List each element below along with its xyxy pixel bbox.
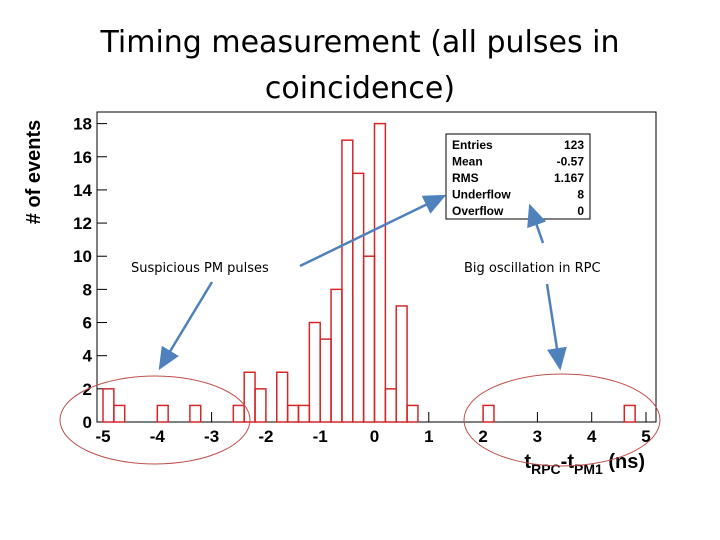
stat-label: Overflow (452, 204, 504, 218)
x-tick-label: 5 (641, 427, 650, 446)
bar (373, 122, 387, 423)
x-tick-label: -5 (95, 427, 110, 446)
bar (384, 388, 397, 423)
highlight-ellipse (463, 373, 661, 467)
bar (352, 172, 365, 423)
y-tick-label: 0 (83, 413, 92, 432)
stat-value: 8 (577, 188, 584, 202)
x-tick-label: 1 (424, 427, 433, 446)
y-tick-label: 16 (73, 148, 92, 167)
bar (330, 288, 343, 423)
stat-label: RMS (452, 171, 479, 185)
bar (406, 404, 419, 423)
y-tick-label: 18 (73, 115, 92, 134)
x-tick-label: -3 (204, 427, 219, 446)
arrow (545, 283, 567, 371)
bar (113, 404, 126, 423)
x-label-part: t (524, 451, 531, 473)
y-tick-label: 4 (83, 347, 93, 366)
bar (482, 404, 495, 423)
y-tick-label: 6 (83, 314, 92, 333)
x-tick-label: -4 (150, 427, 166, 446)
bar (232, 404, 245, 423)
bar (341, 139, 354, 423)
stat-value: 0 (577, 204, 584, 218)
bar (189, 404, 202, 423)
x-tick-label: 2 (478, 427, 487, 446)
arrow (299, 194, 447, 268)
stat-value: 1.167 (554, 171, 584, 185)
title-line: Timing measurement (all pulses in (99, 25, 619, 60)
x-label-part: -t (561, 451, 575, 473)
y-tick-label: 8 (83, 280, 92, 299)
annotation: Suspicious PM pulses (131, 261, 269, 276)
annotation: Big oscillation in RPC (464, 261, 601, 276)
x-label-part: PM1 (574, 461, 603, 477)
y-tick-label: 14 (73, 181, 92, 200)
x-tick-label: 0 (370, 427, 379, 446)
bar (319, 338, 332, 423)
bar (286, 404, 300, 423)
x-label-part: RPC (531, 461, 561, 477)
stats-box (445, 133, 591, 220)
bar (156, 404, 169, 423)
bar (297, 404, 311, 423)
bar (102, 388, 115, 423)
highlight-ellipse (59, 375, 251, 465)
y-tick-label: 10 (73, 247, 92, 266)
stat-label: Underflow (452, 188, 511, 202)
x-tick-label: -2 (258, 427, 273, 446)
bar (623, 404, 636, 423)
y-axis-label: # of events (23, 120, 45, 224)
bar (308, 321, 321, 423)
arrow (527, 203, 547, 244)
stat-label: Entries (452, 138, 493, 152)
title-line: coincidence) (265, 71, 455, 106)
stat-label: Mean (452, 155, 483, 169)
bar (395, 305, 408, 423)
y-tick-label: 12 (73, 214, 92, 233)
x-tick-label: 4 (587, 427, 597, 446)
arrow (158, 281, 214, 371)
stat-value: -0.57 (557, 155, 585, 169)
bar (254, 388, 267, 423)
bar (276, 371, 289, 423)
x-tick-label: -1 (313, 427, 328, 446)
x-label-part: (ns) (603, 451, 645, 473)
stat-value: 123 (564, 138, 584, 152)
x-tick-label: 3 (533, 427, 542, 446)
bar (362, 255, 376, 423)
